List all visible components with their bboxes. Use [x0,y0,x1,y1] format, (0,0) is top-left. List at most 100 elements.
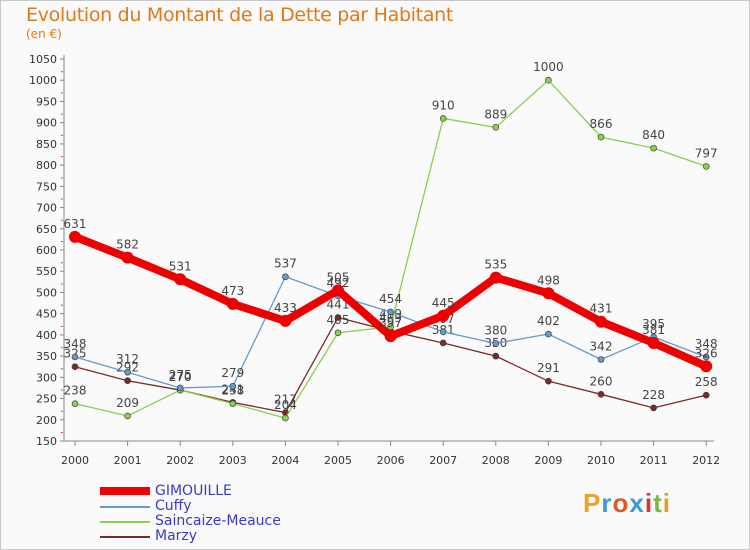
data-point-marzy [702,391,710,399]
data-point-saincaize-meauce [597,133,605,141]
y-tick-label: 1050 [29,53,57,66]
data-label-gimouille: 397 [379,316,402,330]
data-point-gimouille [121,251,134,264]
data-point-cuffy [545,330,552,338]
data-point-gimouille [595,315,607,328]
y-tick-label: 1000 [29,74,57,87]
data-label-marzy: 260 [590,374,613,388]
data-point-cuffy [282,273,289,281]
legend-swatch-marzy [100,536,150,538]
y-tick-label: 900 [36,117,57,130]
x-tick-label: 2004 [271,454,299,467]
data-point-cuffy [229,382,237,390]
y-tick-label: 750 [36,180,57,193]
data-label-gimouille: 381 [642,323,665,337]
data-label-cuffy: 342 [590,340,613,354]
legend-label-saincaize-meauce: Saincaize-Meauce [155,513,281,529]
data-point-saincaize-meauce [650,144,657,152]
y-tick-label: 700 [36,202,57,215]
chart-title: Evolution du Montant de la Dette par Hab… [26,4,454,26]
y-tick-label: 400 [36,329,57,342]
data-label-saincaize-meauce: 1000 [533,60,564,74]
x-tick-label: 2006 [377,454,405,467]
data-point-cuffy [387,308,394,316]
data-label-marzy: 228 [642,388,665,402]
data-label-gimouille: 531 [169,259,192,273]
data-point-marzy [71,363,79,371]
data-point-cuffy [702,353,710,361]
x-tick-label: 2007 [429,454,457,467]
y-tick-label: 550 [36,265,57,278]
x-tick-label: 2008 [482,454,510,467]
data-label-cuffy: 454 [379,292,402,306]
data-label-marzy: 291 [537,361,560,375]
data-label-saincaize-meauce: 270 [169,370,192,384]
data-point-gimouille [647,336,660,349]
y-tick-label: 350 [36,350,57,363]
legend-swatch-cuffy [100,506,150,508]
data-point-gimouille [700,360,713,373]
x-tick-label: 2000 [61,454,89,467]
y-tick-label: 250 [36,393,57,406]
data-label-saincaize-meauce: 209 [116,396,139,410]
data-point-marzy [492,352,500,360]
data-point-gimouille [332,284,344,297]
y-tick-label: 450 [36,308,57,321]
data-point-saincaize-meauce [439,115,447,122]
data-point-saincaize-meauce [387,323,394,331]
data-point-saincaize-meauce [545,76,552,84]
data-label-saincaize-meauce: 204 [274,398,297,412]
data-label-cuffy: 537 [274,257,297,271]
data-point-gimouille [174,273,187,286]
x-tick-label: 2002 [166,454,194,467]
y-tick-label: 200 [36,414,57,427]
data-label-cuffy: 348 [64,337,87,351]
data-point-gimouille [279,314,292,327]
data-label-gimouille: 582 [116,238,139,252]
data-point-saincaize-meauce [702,163,710,170]
data-point-saincaize-meauce [282,414,289,422]
data-point-saincaize-meauce [229,400,237,407]
data-point-cuffy [71,353,79,361]
data-point-marzy [650,404,657,412]
data-label-saincaize-meauce: 866 [590,117,613,131]
data-label-gimouille: 498 [537,273,560,287]
data-label-marzy: 258 [695,375,718,389]
data-label-cuffy: 312 [116,352,139,366]
data-point-marzy [545,377,552,385]
data-point-gimouille [69,230,81,243]
legend-label-marzy: Marzy [155,528,198,544]
data-label-marzy: 217 [274,393,297,407]
data-point-cuffy [597,356,605,363]
legend-swatch-gimouille [100,487,150,495]
y-tick-label: 300 [36,371,57,384]
data-point-gimouille [489,271,502,284]
y-tick-label: 500 [36,286,57,299]
data-label-marzy: 270 [169,370,192,384]
data-label-saincaize-meauce: 238 [221,384,244,398]
data-label-gimouille: 535 [484,258,507,272]
y-tick-label: 950 [36,95,57,108]
data-label-cuffy: 275 [169,368,192,382]
data-label-cuffy: 348 [695,337,718,351]
legend-label-cuffy: Cuffy [155,498,192,514]
x-tick-label: 2011 [640,454,668,467]
data-point-marzy [124,377,131,385]
data-label-saincaize-meauce: 405 [327,313,350,327]
x-tick-label: 2001 [114,454,142,467]
data-label-cuffy: 492 [327,276,350,290]
data-point-saincaize-meauce [71,400,79,407]
data-point-marzy [439,339,447,347]
x-tick-label: 2003 [219,454,247,467]
data-label-saincaize-meauce: 238 [64,384,87,398]
data-point-saincaize-meauce [492,124,500,131]
legend-swatch-saincaize-meauce [100,521,150,523]
data-point-cuffy [439,328,447,336]
data-label-gimouille: 431 [590,302,613,316]
data-point-cuffy [492,340,500,347]
y-axis-unit-label: (en €) [26,27,62,41]
data-label-gimouille: 326 [695,346,718,360]
x-tick-label: 2005 [324,454,352,467]
